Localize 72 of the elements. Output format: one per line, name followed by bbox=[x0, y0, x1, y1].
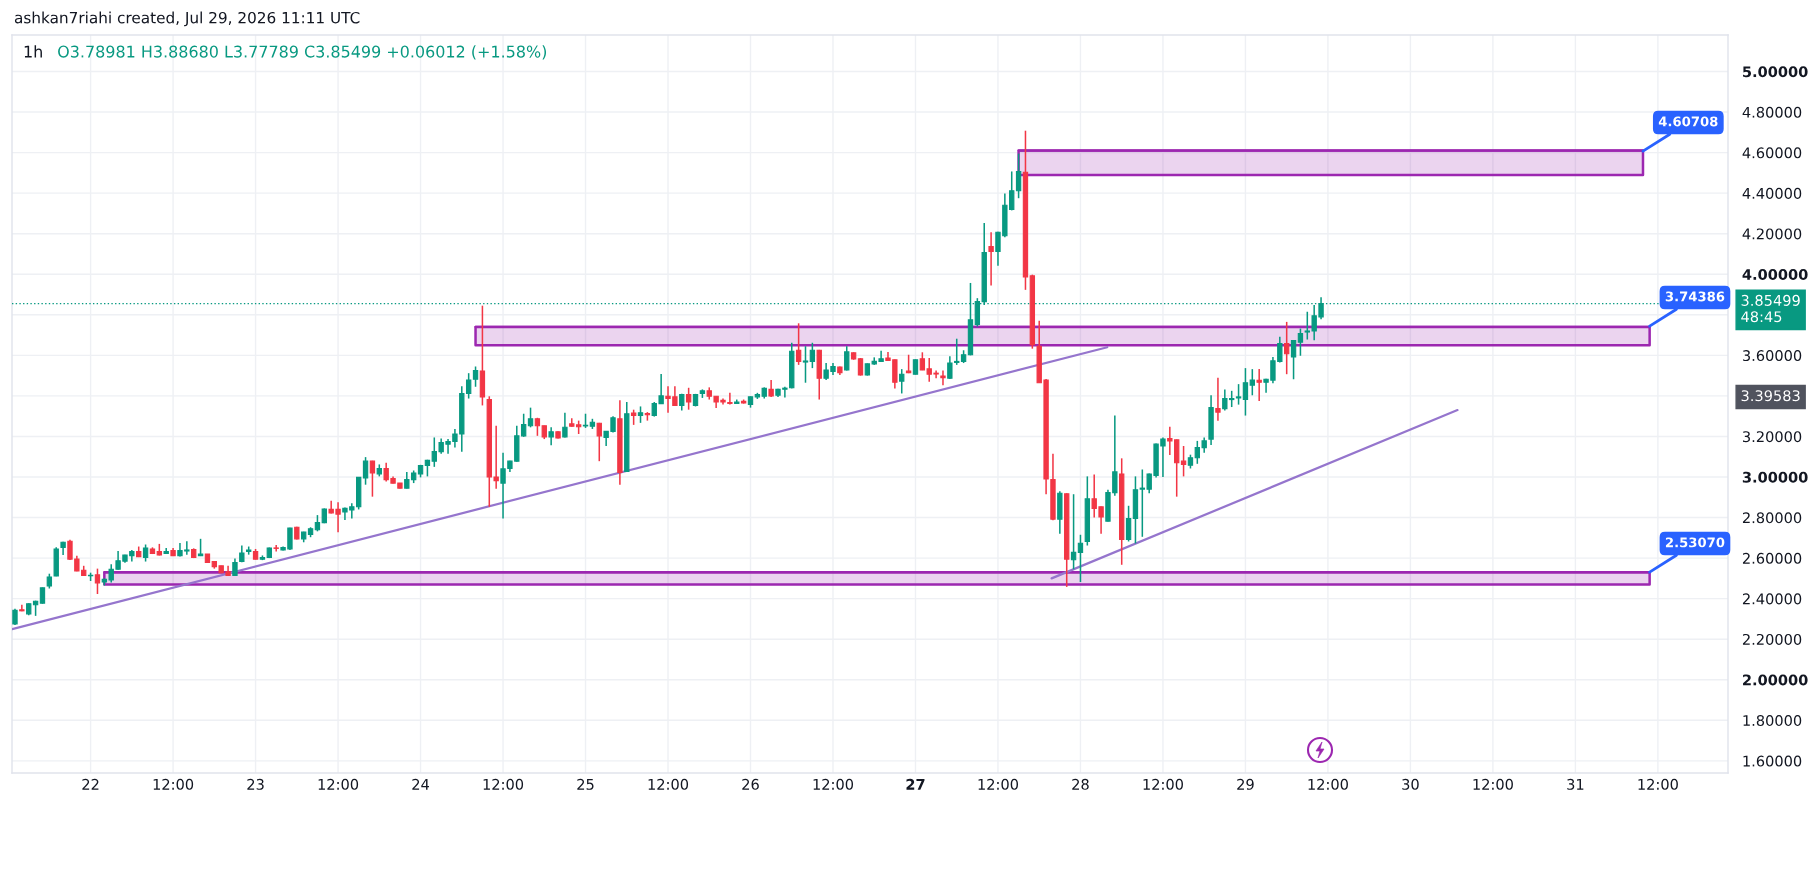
candlestick bbox=[596, 422, 602, 462]
x-tick-label: 27 bbox=[906, 778, 925, 790]
candlestick bbox=[562, 411, 568, 439]
x-tick-label: 12:00 bbox=[813, 778, 854, 790]
x-tick-label: 28 bbox=[1072, 778, 1089, 790]
y-tick-label: 4.60000 bbox=[1742, 147, 1802, 159]
x-tick-label: 12:00 bbox=[1638, 778, 1678, 790]
candlestick bbox=[1077, 534, 1084, 583]
y-tick-label: 2.00000 bbox=[1743, 674, 1808, 686]
candlestick bbox=[1125, 505, 1132, 543]
candlestick bbox=[802, 345, 809, 384]
y-tick-label: 2.40000 bbox=[1742, 593, 1802, 605]
candlestick bbox=[1215, 376, 1221, 422]
x-tick-label: 12:00 bbox=[648, 778, 689, 790]
x-tick-label: 25 bbox=[577, 778, 594, 790]
x-tick-label: 12:00 bbox=[1473, 778, 1513, 790]
text: ashkan7riahi created, Jul 29, 2026 11:11 UTC bbox=[14, 11, 360, 27]
x-tick-label: 12:00 bbox=[1308, 778, 1348, 790]
ref-line-label: 3.85499 48:45 bbox=[1741, 294, 1800, 323]
x-tick-label: 12:00 bbox=[1143, 778, 1183, 790]
candlestick bbox=[527, 406, 534, 429]
y-tick-label: 2.60000 bbox=[1742, 552, 1802, 564]
x-tick-label: 12:00 bbox=[978, 778, 1019, 790]
text: 1h bbox=[24, 45, 42, 58]
candlestick bbox=[1180, 445, 1187, 478]
y-tick-label: 4.80000 bbox=[1742, 106, 1802, 118]
annotation: 3.74386 bbox=[1665, 291, 1725, 302]
candlestick bbox=[273, 544, 279, 553]
y-tick-label: 2.20000 bbox=[1742, 633, 1802, 645]
candlestick bbox=[988, 231, 994, 287]
candlestick bbox=[1070, 493, 1077, 571]
candlestick bbox=[1297, 327, 1304, 357]
candlestick bbox=[94, 567, 101, 595]
x-tick-label: 26 bbox=[742, 778, 759, 790]
candlestick bbox=[809, 342, 816, 369]
y-tick-label: 1.80000 bbox=[1743, 715, 1802, 727]
x-tick-label: 12:00 bbox=[483, 778, 524, 790]
annotation: 4.60708 bbox=[1658, 116, 1718, 127]
x-tick-label: 12:00 bbox=[153, 778, 194, 790]
x-tick-label: 30 bbox=[1402, 778, 1419, 790]
candlestick bbox=[1242, 367, 1249, 417]
candlestick bbox=[685, 387, 692, 411]
x-tick-label: 12:00 bbox=[318, 778, 359, 790]
y-tick-label: 2.80000 bbox=[1742, 512, 1802, 524]
annotation: 2.53070 bbox=[1665, 537, 1725, 548]
x-tick-label: 22 bbox=[82, 778, 99, 790]
y-tick-label: 5.00000 bbox=[1743, 66, 1808, 78]
x-tick-label: 31 bbox=[1567, 778, 1584, 790]
y-tick-label: 3.00000 bbox=[1742, 471, 1808, 483]
y-tick-label: 3.20000 bbox=[1743, 431, 1802, 443]
y-tick-label: 4.20000 bbox=[1742, 228, 1802, 240]
candlestick bbox=[844, 345, 850, 372]
text: 3.39583 bbox=[1741, 390, 1800, 402]
y-tick-label: 1.60000 bbox=[1743, 755, 1802, 767]
x-tick-label: 24 bbox=[412, 778, 430, 790]
candlestick bbox=[369, 460, 376, 498]
candlestick bbox=[1283, 321, 1290, 375]
text: O3.78981 H3.88680 L3.77789 C3.85499 +0.06012 (+1.58%) bbox=[58, 45, 547, 60]
y-tick-label: 3.60000 bbox=[1743, 350, 1802, 362]
candlestick bbox=[1256, 368, 1262, 402]
x-tick-label: 29 bbox=[1237, 778, 1254, 790]
candlestick bbox=[940, 369, 946, 386]
candlestick bbox=[795, 322, 802, 366]
candlestick bbox=[472, 365, 479, 388]
candlestick bbox=[899, 368, 905, 395]
candlestick bbox=[1235, 383, 1242, 406]
candlestick bbox=[362, 456, 369, 486]
y-tick-label: 4.00000 bbox=[1742, 268, 1808, 280]
x-tick-label: 23 bbox=[247, 778, 264, 790]
y-tick-label: 4.40000 bbox=[1742, 187, 1802, 199]
candlestick bbox=[1249, 368, 1255, 397]
candlestick bbox=[1290, 339, 1297, 381]
